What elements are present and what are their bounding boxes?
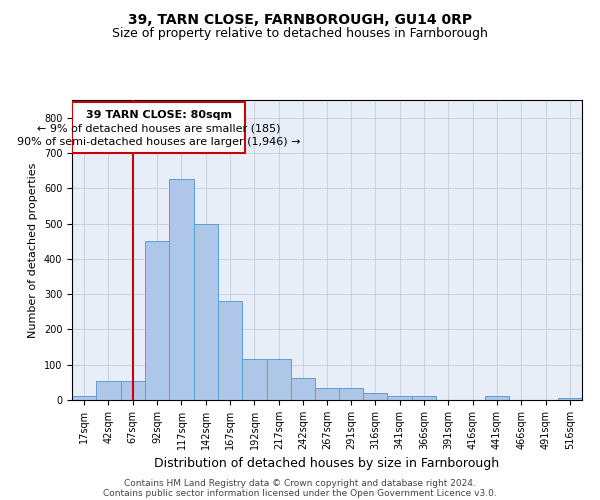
Text: 39, TARN CLOSE, FARNBOROUGH, GU14 0RP: 39, TARN CLOSE, FARNBOROUGH, GU14 0RP (128, 12, 472, 26)
Text: Contains HM Land Registry data © Crown copyright and database right 2024.: Contains HM Land Registry data © Crown c… (124, 478, 476, 488)
Bar (291, 378, 316, 400)
FancyBboxPatch shape (72, 102, 245, 153)
Bar (266, 360, 291, 400)
Text: ← 9% of detached houses are smaller (185): ← 9% of detached houses are smaller (185… (37, 124, 280, 134)
Text: 90% of semi-detached houses are larger (1,946) →: 90% of semi-detached houses are larger (… (17, 136, 301, 146)
Bar (557, 398, 582, 400)
Y-axis label: Number of detached properties: Number of detached properties (28, 162, 38, 338)
Bar (97, 380, 121, 400)
Bar (242, 360, 266, 400)
Bar (145, 241, 169, 400)
Bar (218, 301, 242, 400)
Text: 39 TARN CLOSE: 80sqm: 39 TARN CLOSE: 80sqm (86, 110, 232, 120)
Bar (121, 380, 145, 400)
Bar (316, 388, 340, 400)
Bar (412, 396, 436, 400)
Bar (194, 224, 218, 400)
Bar (388, 396, 412, 400)
X-axis label: Distribution of detached houses by size in Farnborough: Distribution of detached houses by size … (154, 458, 500, 470)
Bar (363, 393, 388, 400)
Bar (485, 396, 509, 400)
Bar (169, 180, 194, 400)
Bar (338, 388, 363, 400)
Text: Size of property relative to detached houses in Farnborough: Size of property relative to detached ho… (112, 28, 488, 40)
Text: Contains public sector information licensed under the Open Government Licence v3: Contains public sector information licen… (103, 488, 497, 498)
Bar (72, 396, 97, 400)
